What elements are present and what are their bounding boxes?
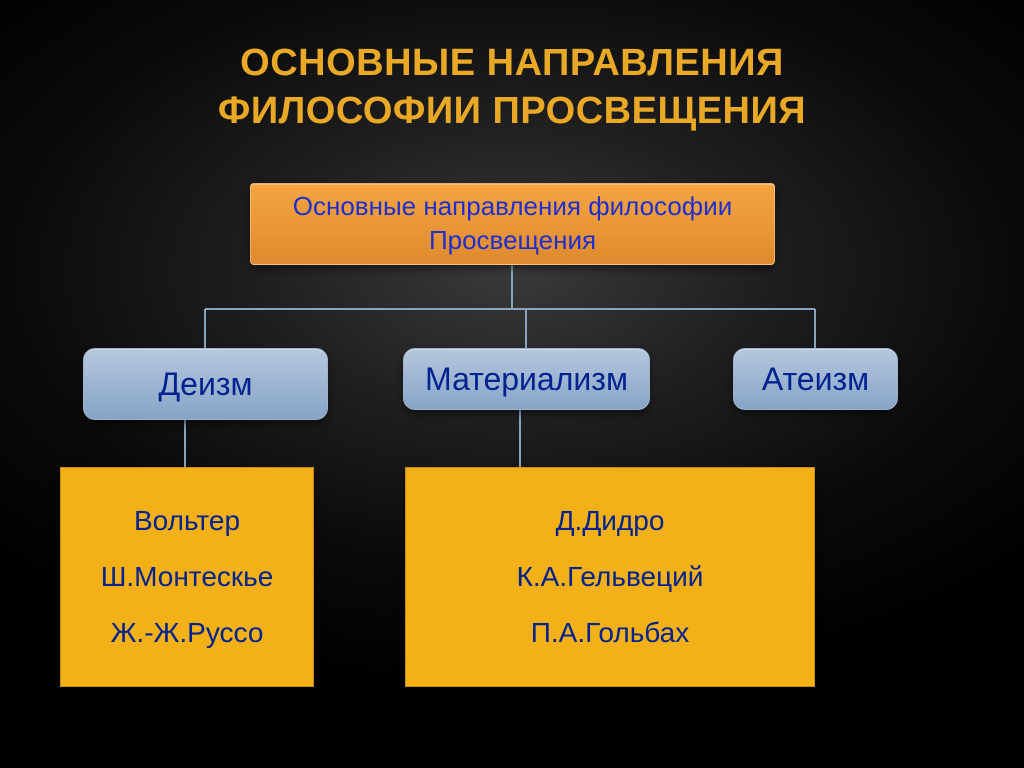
leaf-item: К.А.Гельвеций (517, 549, 704, 605)
branch-atheism: Атеизм (733, 348, 898, 410)
leaf-item: П.А.Гольбах (531, 605, 690, 661)
title-line1: ОСНОВНЫЕ НАПРАВЛЕНИЯ (240, 42, 784, 84)
leaf-item: Д.Дидро (556, 493, 665, 549)
root-line2: Просвещения (429, 225, 596, 255)
slide-title: ОСНОВНЫЕ НАПРАВЛЕНИЯ ФИЛОСОФИИ ПРОСВЕЩЕН… (0, 40, 1024, 135)
title-line2: ФИЛОСОФИИ ПРОСВЕЩЕНИЯ (218, 90, 806, 132)
leaf-item: Ш.Монтескье (101, 549, 274, 605)
leaf-deism-names: ВольтерШ.МонтескьеЖ.-Ж.Руссо (60, 467, 314, 687)
branch-label: Деизм (158, 366, 252, 403)
leaf-materialism-names: Д.ДидроК.А.ГельвецийП.А.Гольбах (405, 467, 815, 687)
branch-deism: Деизм (83, 348, 328, 420)
branch-materialism: Материализм (403, 348, 650, 410)
root-line1: Основные направления философии (293, 191, 732, 221)
leaf-item: Вольтер (134, 493, 240, 549)
root-box: Основные направления философии Просвещен… (250, 183, 775, 265)
branch-label: Атеизм (762, 361, 869, 398)
slide: ОСНОВНЫЕ НАПРАВЛЕНИЯ ФИЛОСОФИИ ПРОСВЕЩЕН… (0, 0, 1024, 768)
root-text: Основные направления философии Просвещен… (293, 190, 732, 258)
branch-label: Материализм (425, 361, 628, 398)
leaf-item: Ж.-Ж.Руссо (111, 605, 264, 661)
